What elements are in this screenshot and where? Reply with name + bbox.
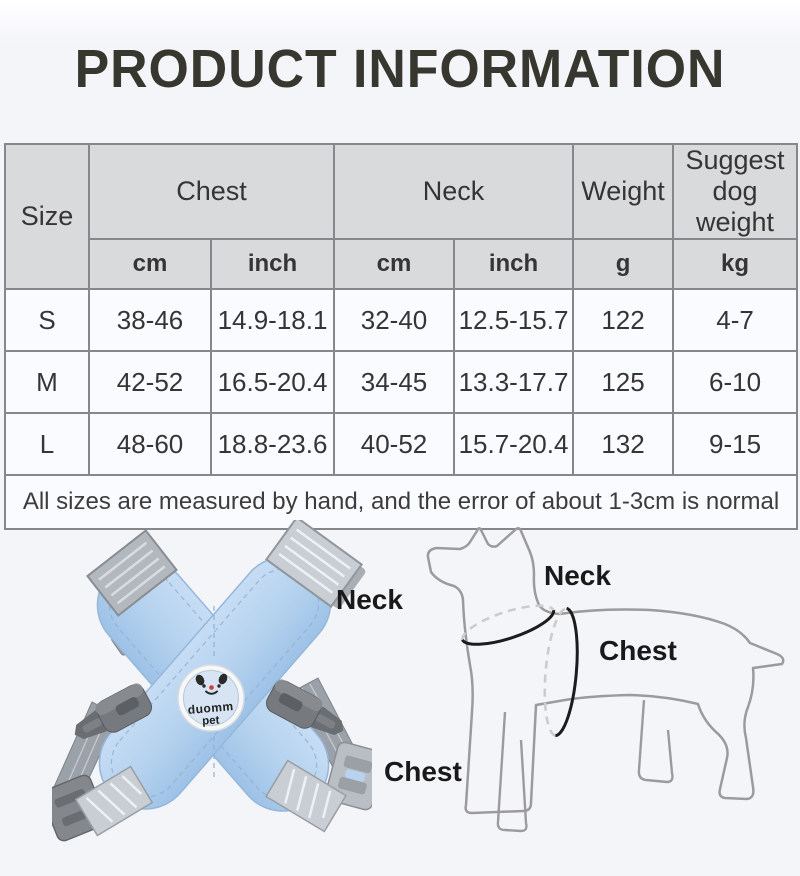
table-row-s: S 38-46 14.9-18.1 32-40 12.5-15.7 122 4-… [4,288,799,353]
brand-badge: duomm pet [177,664,245,732]
unit-chest-inch: inch [209,238,336,291]
cell-size: L [4,412,90,477]
col-header-neck: Neck [333,142,575,241]
dog-measurement-diagram [426,527,785,833]
cell-chest-cm: 38-46 [88,288,212,353]
cell-suggest: 6-10 [672,350,799,415]
cell-weight: 132 [572,412,675,477]
unit-chest-cm: cm [88,238,212,291]
cell-chest-inch: 16.5-20.4 [209,350,336,415]
table-row-l: L 48-60 18.8-23.6 40-52 15.7-20.4 132 9-… [4,412,799,477]
cell-chest-cm: 42-52 [88,350,212,415]
col-header-suggest-dog-weight: Suggest dog weight [672,142,799,241]
measurement-note: All sizes are measured by hand, and the … [3,474,799,531]
neck-measure-arc [461,609,556,646]
buckle-right [265,679,344,736]
chest-measure-dashed-arc [543,607,567,737]
velcro-patch-left [86,529,178,617]
cell-chest-inch: 14.9-18.1 [209,288,336,353]
badge-text-line1: duomm [187,699,234,717]
table-header-row-1: Size Chest Neck Weight Suggest dog weigh… [4,142,799,291]
unit-suggest-kg: kg [672,238,799,291]
buckle-left [74,683,153,740]
reflective-patch-right [265,759,347,833]
col-header-chest: Chest [87,142,336,241]
size-table: Size Chest Neck Weight Suggest dog weigh… [3,142,799,531]
dog-outline [426,527,785,815]
chest-measure-arc [555,606,579,738]
table-row-m: M 42-52 16.5-20.4 34-45 13.3-17.7 125 6-… [4,350,799,415]
cell-size: S [4,288,90,353]
dog-chest-label: Chest [599,635,677,666]
col-header-weight: Weight [572,142,675,241]
cell-neck-inch: 15.7-20.4 [453,412,575,477]
dog-far-front-leg [496,711,528,833]
table-header-row-2: cm inch cm inch g kg [5,238,799,291]
badge-text-line2: pet [202,715,220,728]
cell-neck-inch: 12.5-15.7 [453,288,575,353]
cell-suggest: 4-7 [672,288,799,353]
cell-neck-inch: 13.3-17.7 [453,350,575,415]
page-title: PRODUCT INFORMATION [74,39,726,99]
harness-chest-label: Chest [384,756,462,787]
cell-chest-inch: 18.8-23.6 [209,412,336,477]
cell-neck-cm: 40-52 [333,412,456,477]
harness-product-image: duomm pet [52,520,372,842]
cell-chest-cm: 48-60 [88,412,212,477]
dog-neck-label: Neck [544,560,611,591]
badge-dog-face-icon [195,673,228,695]
cell-neck-cm: 32-40 [333,288,456,353]
cell-weight: 125 [572,350,675,415]
table-note-row: All sizes are measured by hand, and the … [3,474,799,531]
unit-neck-cm: cm [333,238,456,291]
col-header-size: Size [4,142,90,291]
harness-neck-label: Neck [336,584,403,615]
neck-measure-dashed-arc [461,604,555,640]
cell-weight: 122 [572,288,675,353]
unit-weight-g: g [572,238,675,291]
reflective-patch-left [74,765,154,837]
cell-size: M [4,350,90,415]
dog-far-rear-leg [637,699,674,784]
unit-neck-inch: inch [453,238,575,291]
cell-neck-cm: 34-45 [333,350,456,415]
velcro-patch-right [264,520,366,609]
cell-suggest: 9-15 [672,412,799,477]
